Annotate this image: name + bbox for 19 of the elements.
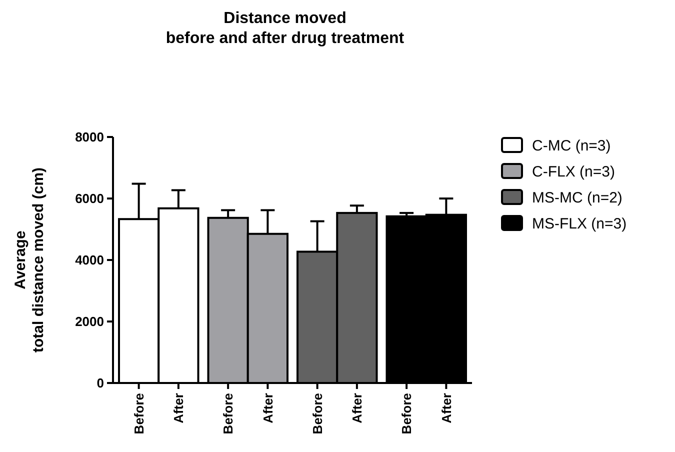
y-tick-label: 2000 <box>75 314 104 330</box>
x-tick-label: After <box>170 393 186 424</box>
y-axis-title: Average total distance moved (cm) <box>12 167 47 353</box>
x-tick-label: After <box>438 393 454 424</box>
y-tick-label: 8000 <box>75 130 104 145</box>
y-tick-label: 0 <box>96 376 104 391</box>
x-tick-label: After <box>260 393 276 424</box>
legend-label: MS-FLX (n=3) <box>532 215 627 232</box>
y-tick-label: 6000 <box>75 191 104 206</box>
legend-label: C-FLX (n=3) <box>532 163 615 180</box>
chart-title: Distance moved before and after drug treatment <box>166 10 405 47</box>
legend-label: C-MC (n=3) <box>532 137 611 154</box>
x-tick-label: Before <box>399 393 414 434</box>
y-tick-label: 4000 <box>75 252 104 268</box>
x-tick-label: Before <box>310 393 325 434</box>
legend-label: MS-MC (n=2) <box>532 189 622 206</box>
x-tick-label: Before <box>131 393 146 434</box>
x-tick-label: Before <box>220 393 236 434</box>
x-tick-label: After <box>349 393 364 424</box>
